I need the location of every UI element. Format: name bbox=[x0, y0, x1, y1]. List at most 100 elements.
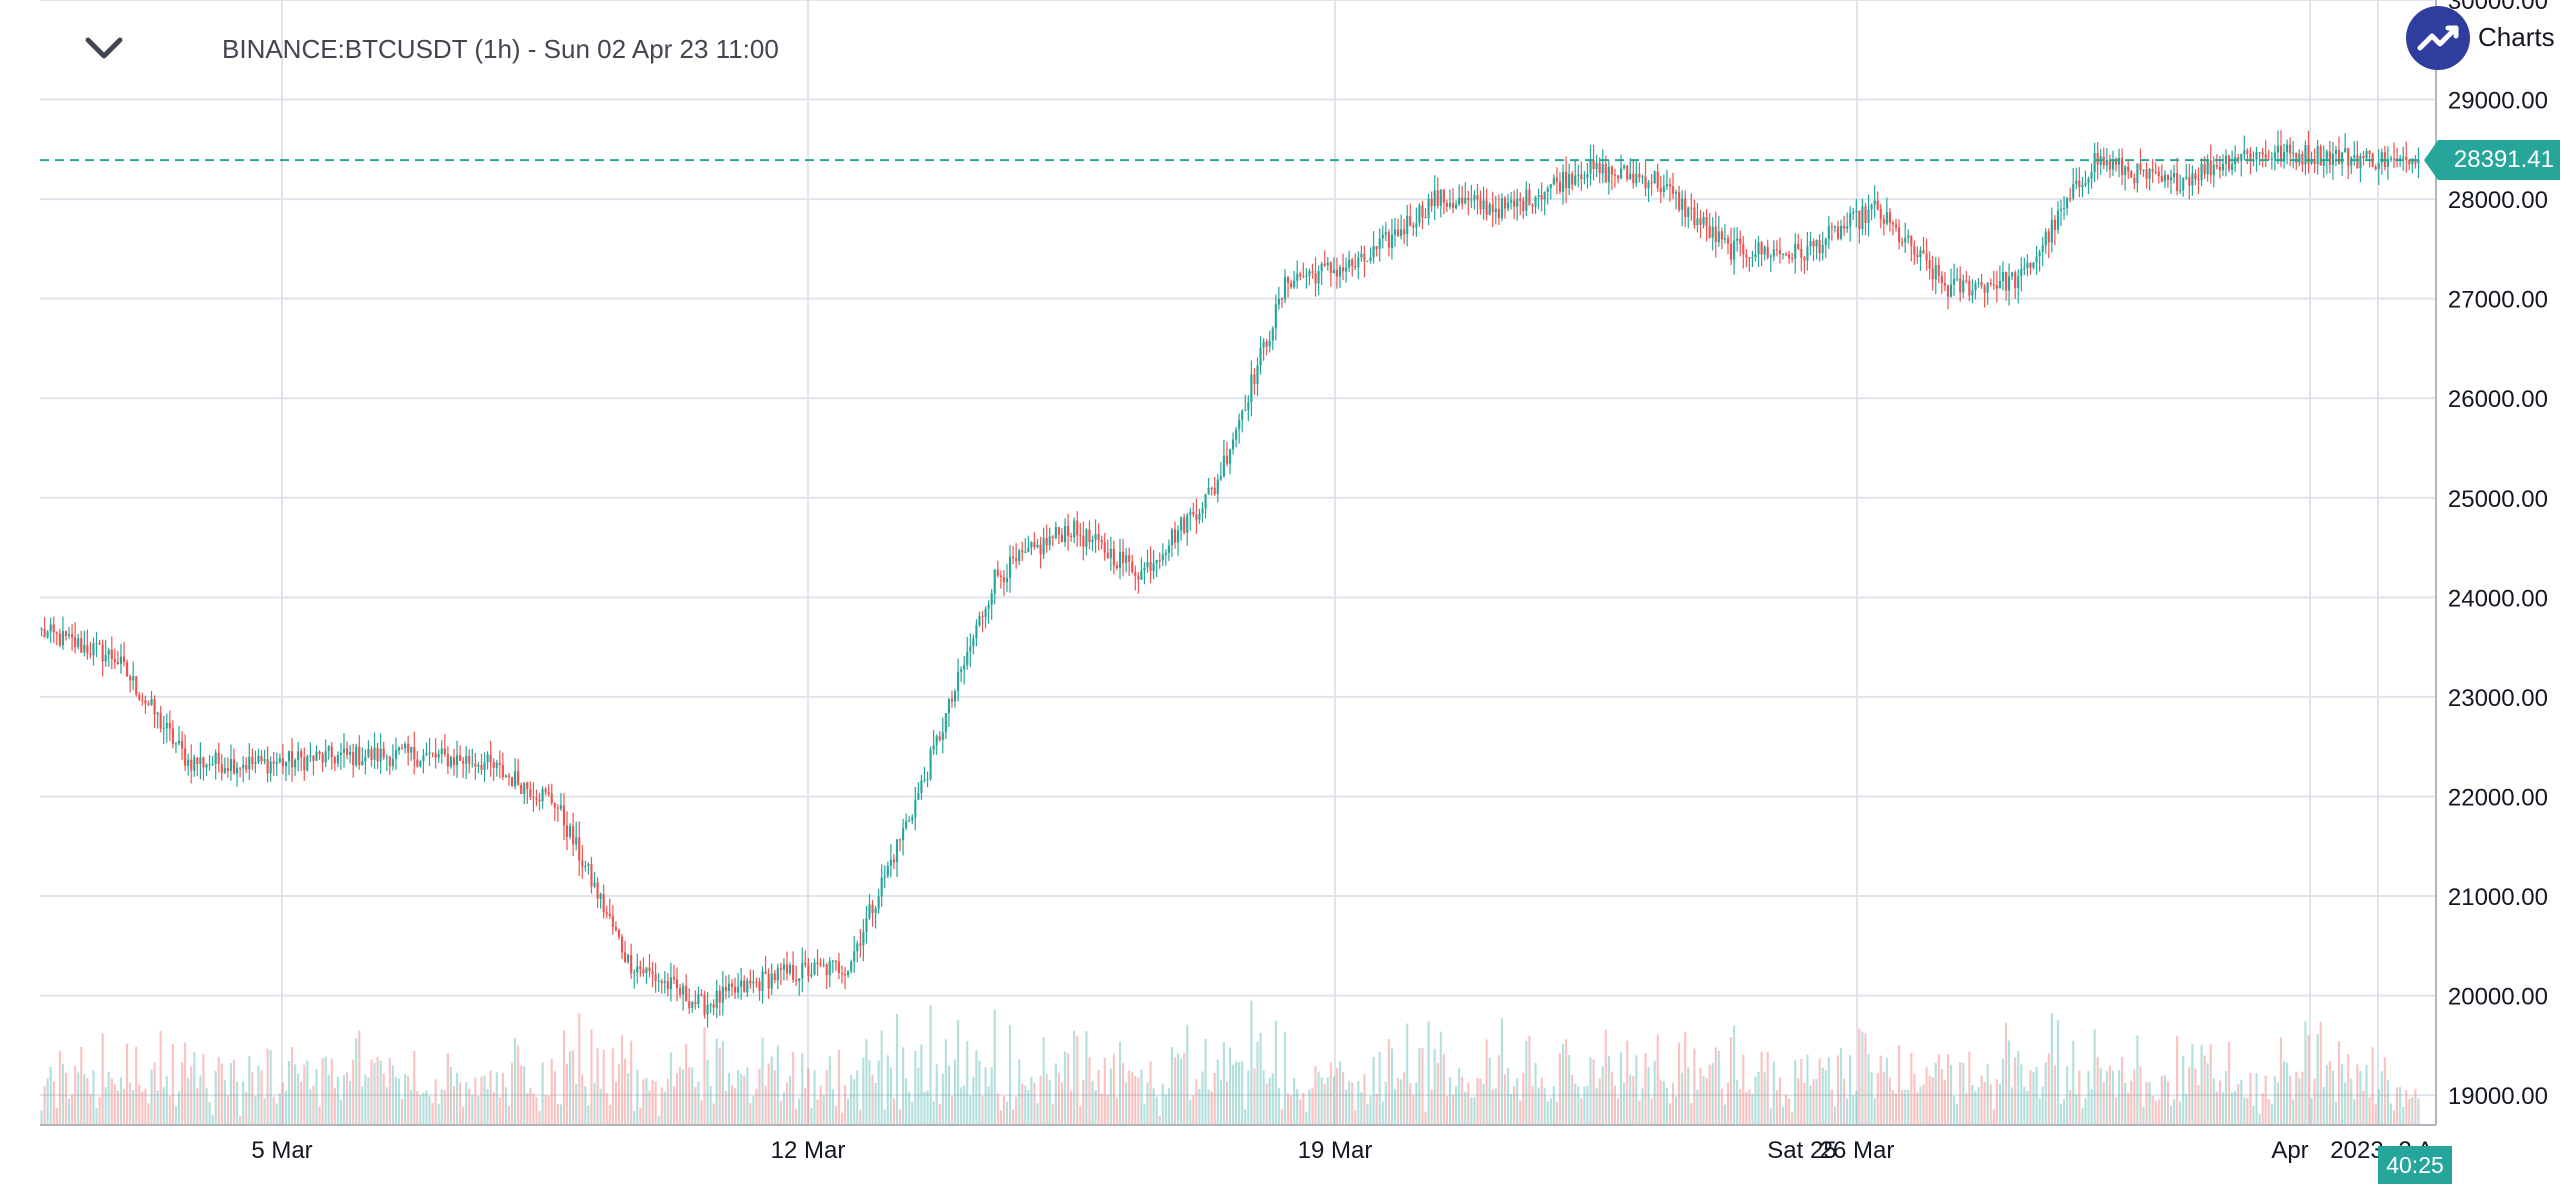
volume-bar bbox=[727, 1072, 731, 1125]
candle-body bbox=[2377, 162, 2380, 170]
candle-body bbox=[2014, 272, 2017, 289]
volume-bar bbox=[2307, 1034, 2310, 1125]
volume-bar bbox=[1369, 1096, 1372, 1125]
charts-logo-icon[interactable] bbox=[2406, 6, 2470, 70]
volume-bar bbox=[1925, 1067, 1928, 1125]
candle-body bbox=[1619, 168, 1623, 179]
candle-body bbox=[440, 748, 443, 755]
candle-body bbox=[721, 986, 724, 1003]
volume-bar bbox=[452, 1086, 456, 1125]
candle-body bbox=[98, 642, 101, 645]
candle-body bbox=[2197, 178, 2200, 181]
volume-bar bbox=[1812, 1078, 1815, 1125]
volume-bar bbox=[2365, 1065, 2368, 1125]
candle-body bbox=[2405, 156, 2408, 161]
volume-bar bbox=[2298, 1078, 2301, 1125]
volume-bar bbox=[2145, 1081, 2148, 1125]
candle-body bbox=[1027, 547, 1030, 552]
volume-bar bbox=[1571, 1075, 1574, 1125]
volume-bar bbox=[2121, 1056, 2124, 1125]
candle-body bbox=[379, 748, 382, 762]
candle-body bbox=[602, 894, 605, 913]
volume-bar bbox=[2344, 1082, 2347, 1125]
candle-body bbox=[284, 761, 288, 767]
volume-bar bbox=[1222, 1042, 1225, 1125]
candle-body bbox=[2337, 149, 2341, 164]
volume-bar bbox=[1012, 1109, 1015, 1125]
volume-bar bbox=[1849, 1055, 1852, 1125]
candle-body bbox=[2319, 146, 2322, 166]
volume-bar bbox=[1094, 1090, 1097, 1125]
candle-body bbox=[266, 758, 269, 774]
candle-body bbox=[129, 676, 132, 681]
candle-body bbox=[1781, 253, 1785, 255]
candle-body bbox=[1986, 282, 1989, 293]
volume-bar bbox=[627, 1073, 630, 1125]
volume-bar bbox=[1681, 1072, 1684, 1125]
candle-body bbox=[529, 788, 532, 797]
candle-body bbox=[804, 962, 807, 965]
volume-bar bbox=[2218, 1080, 2221, 1125]
volume-bar bbox=[1931, 1077, 1934, 1125]
candle-body bbox=[547, 791, 550, 794]
volume-bar bbox=[1403, 1072, 1406, 1125]
volume-bar bbox=[180, 1062, 184, 1125]
candle-body bbox=[400, 747, 404, 749]
candle-body bbox=[2084, 183, 2087, 185]
candle-body bbox=[278, 758, 281, 762]
candle-body bbox=[254, 762, 257, 764]
candle-body bbox=[1415, 223, 1418, 228]
volume-bar bbox=[358, 1030, 361, 1125]
candle-body bbox=[248, 756, 251, 770]
volume-bar bbox=[98, 1097, 101, 1125]
volume-bar bbox=[1882, 1071, 1885, 1125]
volume-bar bbox=[318, 1106, 321, 1125]
candle-body bbox=[211, 764, 214, 766]
candle-body bbox=[1308, 271, 1311, 276]
candle-body bbox=[630, 954, 633, 973]
volume-bar bbox=[43, 1086, 46, 1125]
volume-bar bbox=[428, 1096, 431, 1125]
candle-body bbox=[358, 746, 361, 766]
candle-body bbox=[877, 896, 880, 909]
volume-bar bbox=[49, 1067, 52, 1125]
candle-body bbox=[1378, 238, 1381, 250]
candle-body bbox=[52, 624, 55, 633]
volume-bar bbox=[1986, 1063, 1989, 1125]
volume-bar bbox=[349, 1081, 352, 1125]
volume-bar bbox=[107, 1071, 110, 1125]
candle-body bbox=[929, 749, 932, 780]
candle-body bbox=[1729, 243, 1733, 260]
candle-body bbox=[1427, 198, 1430, 219]
volume-bar bbox=[770, 1056, 773, 1125]
candle-body bbox=[1076, 520, 1079, 536]
candle-body bbox=[1070, 535, 1073, 538]
candle-body bbox=[1317, 271, 1320, 284]
candle-body bbox=[455, 755, 459, 766]
candle-body bbox=[691, 1002, 694, 1009]
candle-body bbox=[1739, 238, 1742, 244]
volume-bar bbox=[1723, 1104, 1727, 1125]
candle-body bbox=[1219, 476, 1222, 480]
volume-bar bbox=[785, 1082, 789, 1125]
candle-body bbox=[2130, 171, 2133, 178]
collapse-chevron-icon[interactable] bbox=[80, 30, 128, 70]
candle-body bbox=[1604, 163, 1607, 182]
candle-body bbox=[902, 828, 905, 841]
volume-bar bbox=[281, 1082, 284, 1125]
candle-body bbox=[1372, 245, 1375, 258]
volume-bar bbox=[1027, 1090, 1030, 1125]
y-tick-label: 23000.00 bbox=[2448, 685, 2548, 712]
volume-bar bbox=[2044, 1062, 2047, 1125]
volume-bar bbox=[2295, 1071, 2298, 1125]
volume-bar bbox=[1109, 1068, 1112, 1125]
candle-body bbox=[1546, 188, 1549, 192]
volume-bars bbox=[40, 1000, 2420, 1125]
candle-body bbox=[364, 756, 367, 762]
volume-bar bbox=[1039, 1075, 1042, 1125]
volume-bar bbox=[1216, 1059, 1219, 1125]
volume-bar bbox=[1442, 1053, 1445, 1125]
volume-bar bbox=[562, 1030, 566, 1125]
volume-bar bbox=[135, 1046, 138, 1125]
